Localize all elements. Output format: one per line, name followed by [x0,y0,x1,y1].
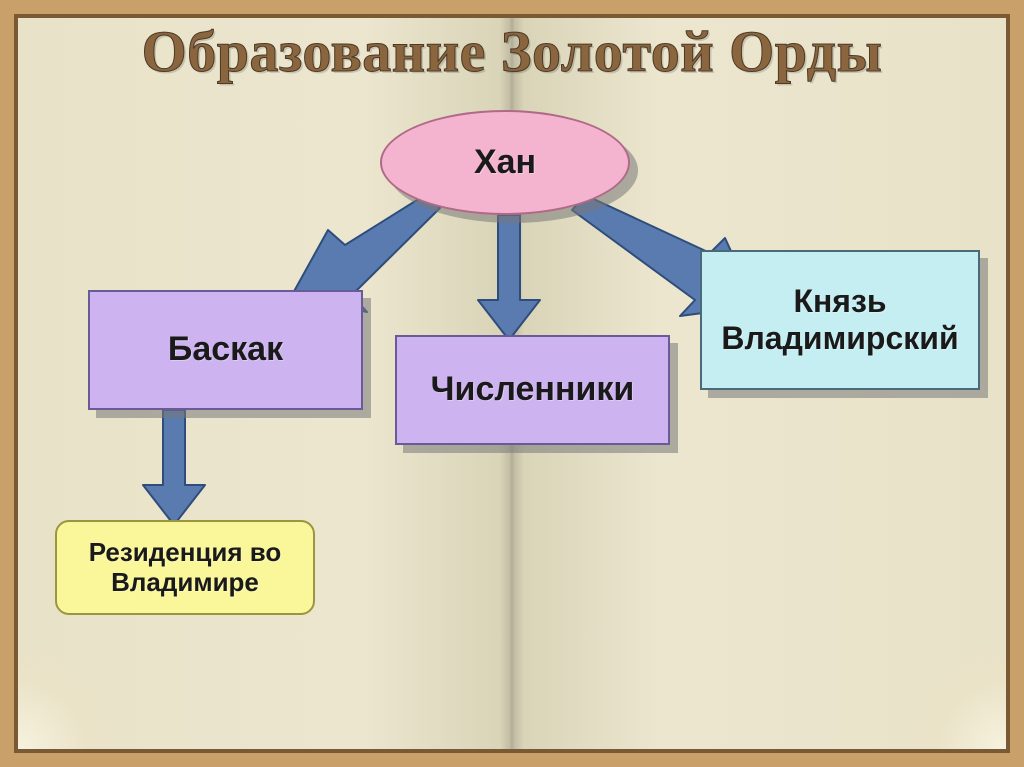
node-label-chislenniki: Численники [423,366,643,413]
node-knyaz: Князь Владимирский [700,250,980,390]
node-label-residence: Резиденция во Владимире [57,534,313,602]
node-label-knyaz: Князь Владимирский [702,279,978,361]
node-baskak: Баскак [88,290,363,410]
node-chislenniki: Численники [395,335,670,445]
node-khan: Хан [380,110,630,215]
node-label-khan: Хан [466,139,544,186]
slide-title: Образование Золотой Орды [0,18,1024,85]
slide-title-text: Образование Золотой Орды [142,19,883,84]
node-label-baskak: Баскак [160,326,291,373]
node-residence: Резиденция во Владимире [55,520,315,615]
slide: Образование Золотой Орды Хан Баскак Числен… [0,0,1024,767]
